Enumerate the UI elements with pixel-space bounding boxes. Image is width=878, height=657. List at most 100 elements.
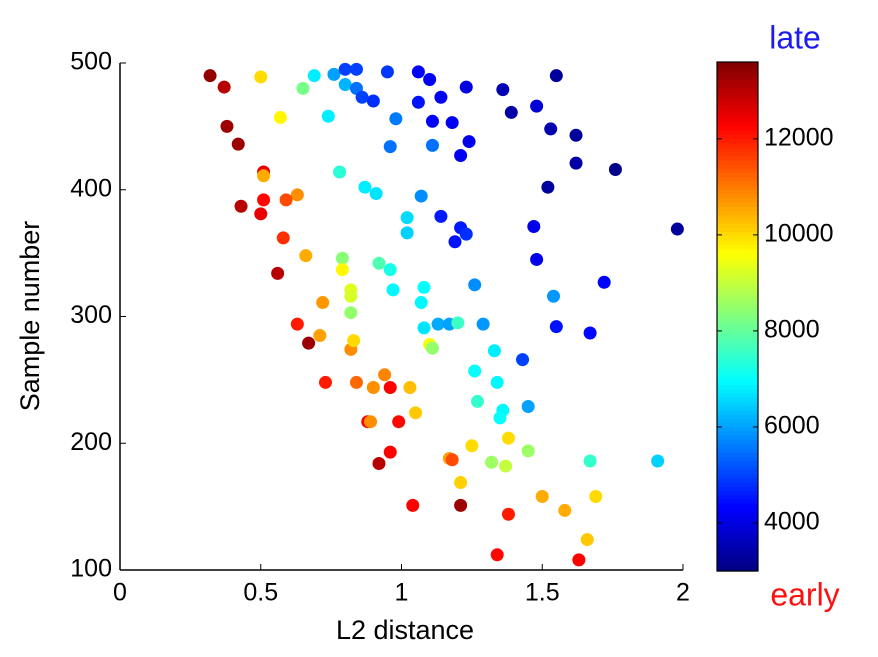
colorbar-segment (717, 354, 758, 360)
colorbar-segment (717, 117, 758, 122)
point (425, 341, 439, 355)
colorbar-tick-label: 12000 (764, 123, 834, 151)
colorbar-segment (717, 282, 758, 288)
colorbar-segment (717, 532, 758, 538)
point (569, 156, 583, 170)
colorbar-segment (717, 418, 758, 424)
colorbar-segment (717, 503, 758, 508)
colorbar-segment (717, 265, 758, 271)
point (318, 375, 332, 389)
point (445, 453, 459, 467)
colorbar-segment (717, 358, 758, 364)
colorbar-segment (717, 83, 758, 89)
point (541, 180, 555, 194)
point (234, 199, 248, 213)
point (389, 112, 403, 126)
colorbar-segment (717, 460, 758, 466)
point (290, 317, 304, 331)
x-tick-label: 0.5 (243, 579, 278, 607)
colorbar-segment (717, 151, 758, 156)
point (417, 280, 431, 294)
colorbar-segment (717, 422, 758, 428)
y-tick-label: 300 (70, 301, 112, 329)
point (273, 111, 287, 125)
point (316, 296, 330, 310)
point (431, 317, 445, 331)
colorbar-segment (717, 511, 758, 517)
point (462, 135, 476, 149)
colorbar-segment (717, 295, 758, 301)
point (490, 375, 504, 389)
point (487, 344, 501, 358)
colorbar-segment (717, 257, 758, 262)
colorbar-segment (717, 180, 758, 186)
point (383, 263, 397, 277)
point (597, 275, 611, 289)
colorbar-segment (717, 235, 758, 241)
colorbar-segment (717, 138, 758, 144)
colorbar-segment (717, 409, 758, 415)
colorbar-segment (717, 66, 758, 72)
point (589, 489, 603, 503)
point (400, 226, 414, 240)
point (378, 368, 392, 382)
point (558, 503, 572, 517)
colorbar-segment (717, 456, 758, 462)
point (572, 553, 586, 567)
colorbar-segment (717, 392, 758, 398)
point (366, 94, 380, 108)
point (459, 227, 473, 241)
point (307, 69, 321, 83)
point (501, 431, 515, 445)
colorbar-segment (717, 566, 758, 572)
colorbar-segment (717, 185, 758, 190)
point (465, 439, 479, 453)
point (468, 278, 482, 292)
colorbar-segment (717, 159, 758, 165)
point (364, 415, 378, 429)
colorbar-segment (717, 274, 758, 279)
colorbar-segment (717, 108, 758, 114)
point (670, 222, 684, 236)
point (338, 62, 352, 76)
colorbar-segment (717, 439, 758, 445)
colorbar-segment (717, 104, 758, 110)
colorbar-segment (717, 201, 758, 207)
point (383, 380, 397, 394)
point (451, 316, 465, 330)
point (383, 140, 397, 154)
colorbar-segment (717, 481, 758, 487)
x-axis-label: L2 distance (336, 615, 474, 645)
colorbar-tick-label: 4000 (764, 508, 820, 536)
colorbar-segment (717, 240, 758, 245)
colorbar-segment (717, 324, 758, 330)
point (549, 69, 563, 83)
colorbar-bottom-label: early (770, 576, 839, 612)
colorbar-segment (717, 443, 758, 449)
colorbar-tick-label: 10000 (764, 219, 834, 247)
colorbar-segment (717, 129, 758, 135)
colorbar-segment (717, 91, 758, 97)
point (372, 256, 386, 270)
point (521, 444, 535, 458)
colorbar-segment (717, 397, 758, 402)
point (369, 187, 383, 201)
point (454, 476, 468, 490)
point (299, 249, 313, 263)
point (313, 329, 327, 343)
colorbar-segment (717, 218, 758, 224)
point (496, 83, 510, 97)
colorbar-segment (717, 469, 758, 475)
colorbar-segment (717, 562, 758, 568)
colorbar-segment (717, 346, 758, 352)
point (580, 533, 594, 547)
colorbar-segment (717, 248, 758, 254)
colorbar-segment (717, 350, 758, 356)
colorbar-segment (717, 498, 758, 504)
colorbar-segment (717, 520, 758, 525)
point (425, 138, 439, 152)
point (366, 380, 380, 394)
colorbar-segment (717, 269, 758, 275)
point (406, 498, 420, 512)
colorbar-segment (717, 278, 758, 284)
